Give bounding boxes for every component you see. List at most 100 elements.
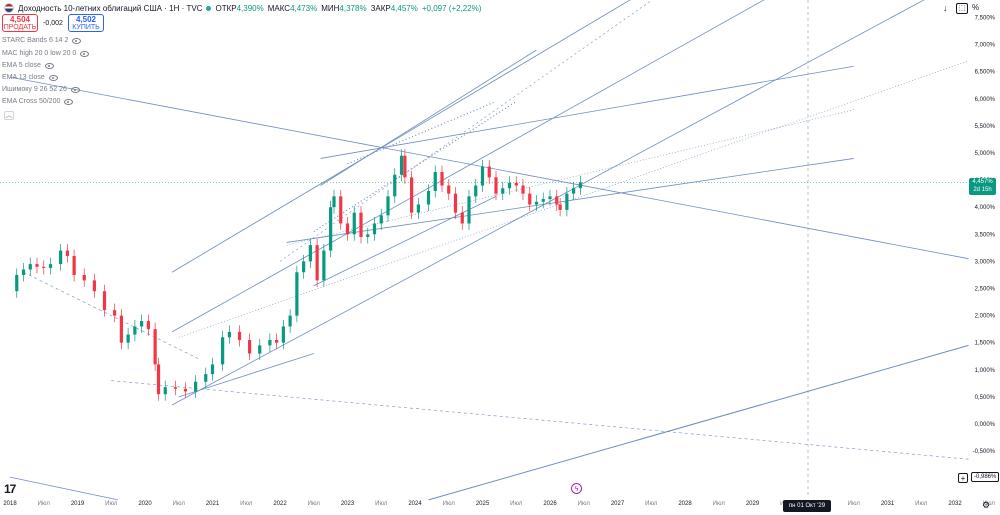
eye-icon[interactable] — [80, 50, 90, 57]
candle — [163, 387, 167, 395]
x-tick-label: 2029 — [746, 501, 760, 507]
indicator-label: Ишимоку 9 26 52 26 — [2, 86, 67, 93]
indicator-row[interactable]: MAC high 20 0 low 20 0 — [2, 50, 90, 57]
x-tick-label: Июл — [848, 501, 861, 507]
candle — [572, 188, 576, 194]
tradingview-logo[interactable]: 17 — [4, 482, 16, 496]
candle — [281, 326, 285, 343]
y-tick-label: 3,500% — [975, 232, 996, 238]
x-tick-label: Июл — [443, 501, 456, 507]
eye-icon[interactable] — [70, 86, 80, 93]
x-tick-label: 2032 — [948, 501, 962, 507]
candle — [426, 190, 431, 205]
trend-line — [111, 380, 969, 460]
candles — [15, 149, 582, 401]
indicator-label: STARC Bands 6 14 2 — [2, 37, 69, 44]
candle — [332, 196, 336, 208]
candle — [474, 185, 478, 197]
eye-icon[interactable] — [44, 62, 54, 69]
buy-label: КУПИТЬ — [72, 24, 100, 31]
indicator-row[interactable]: EMA 5 close — [2, 62, 54, 69]
trade-panel: 4,504 ПРОДАТЬ -0,002 4,502 КУПИТЬ — [2, 14, 104, 32]
y-tick-label: 0,500% — [975, 395, 996, 401]
symbol-title[interactable]: Доходность 10-летних облигаций США · 1Н … — [18, 3, 203, 13]
x-tick-label: 2025 — [476, 501, 490, 507]
collapse-legend-button[interactable]: ︿ — [4, 111, 14, 120]
eye-icon[interactable] — [72, 37, 82, 44]
indicator-row[interactable]: EMA 13 close — [2, 74, 58, 81]
candle — [82, 274, 86, 281]
indicator-label: MAC high 20 0 low 20 0 — [2, 50, 77, 57]
trend-line — [320, 65, 854, 159]
candle — [237, 331, 242, 340]
candle — [578, 182, 582, 189]
candle — [528, 193, 532, 205]
eye-icon[interactable] — [48, 74, 58, 81]
indicator-row[interactable]: EMA Cross 50/200 — [2, 98, 74, 105]
candle — [146, 321, 150, 330]
x-tick-label: Июл — [713, 501, 726, 507]
x-axis: 2018 Июл 2019 Июл 2020 Июл 2021 Июл 2022 Июл 2023 И… — [3, 501, 995, 507]
candle — [393, 174, 397, 197]
candle — [345, 223, 350, 235]
sell-price: 4,504 — [9, 15, 31, 24]
eye-icon[interactable] — [64, 98, 74, 105]
indicator-row[interactable]: STARC Bands 6 14 2 — [2, 37, 82, 44]
x-tick-label: 2018 — [3, 501, 17, 507]
candle — [514, 182, 518, 186]
candle — [487, 166, 491, 178]
x-tick-label: 2027 — [611, 501, 625, 507]
lightning-icon[interactable]: ϟ — [571, 483, 582, 494]
candle — [119, 315, 123, 343]
trend-line — [171, 0, 631, 273]
y-tick-label: 6,000% — [975, 97, 996, 103]
sell-button[interactable]: 4,504 ПРОДАТЬ — [2, 14, 38, 32]
candle — [102, 291, 107, 311]
candle — [59, 250, 63, 265]
candle — [501, 188, 505, 194]
candle — [140, 321, 144, 327]
gear-icon[interactable]: ⚙ — [982, 500, 991, 510]
candle — [558, 204, 562, 210]
last-price-tag: 4,457% 2d 15h — [969, 178, 996, 195]
market-status-icon — [206, 5, 212, 11]
candle — [447, 185, 451, 194]
screenshot-icon[interactable]: ⬚ — [956, 3, 968, 14]
x-tick-label: 2021 — [206, 501, 220, 507]
candle — [440, 171, 444, 186]
buy-button[interactable]: 4,502 КУПИТЬ — [68, 14, 104, 32]
candle — [494, 177, 498, 194]
x-tick-label: 2020 — [138, 501, 152, 507]
indicator-label: EMA 13 close — [2, 74, 45, 81]
trend-line — [23, 271, 200, 360]
candle — [386, 196, 390, 216]
bar-countdown: 2d 15h — [973, 187, 992, 193]
unit-label: % — [972, 3, 980, 12]
y-tick-label: 2,000% — [975, 314, 996, 320]
candle — [227, 331, 231, 338]
arrow-down-icon[interactable]: ↓ — [943, 3, 948, 13]
trend-line — [313, 196, 497, 287]
candle — [21, 269, 26, 275]
candle — [15, 274, 19, 292]
indicator-row[interactable]: Ишимоку 9 26 52 26 — [2, 86, 80, 93]
candle — [453, 193, 458, 213]
trend-line — [347, 100, 497, 165]
candle — [248, 339, 252, 354]
candle — [565, 193, 569, 210]
spread-value: -0,002 — [43, 19, 63, 27]
candle — [403, 155, 407, 178]
last-price: 4,457% — [972, 179, 993, 185]
x-tick-label: Июл — [38, 501, 51, 507]
candle — [92, 280, 96, 292]
y-axis: 7,500%7,000%6,500%6,000%5,500%5,000%4,50… — [973, 16, 996, 456]
candle — [133, 326, 137, 335]
y-tick-label: 1,000% — [975, 368, 996, 374]
x-tick-label: 2026 — [543, 501, 557, 507]
ohlc-low: МИН4,378% — [321, 3, 367, 13]
x-tick-label: Июл — [240, 501, 253, 507]
buy-price: 4,502 — [75, 15, 97, 24]
x-tick-label: Июл — [510, 501, 523, 507]
add-alert-button[interactable]: + — [958, 473, 968, 483]
